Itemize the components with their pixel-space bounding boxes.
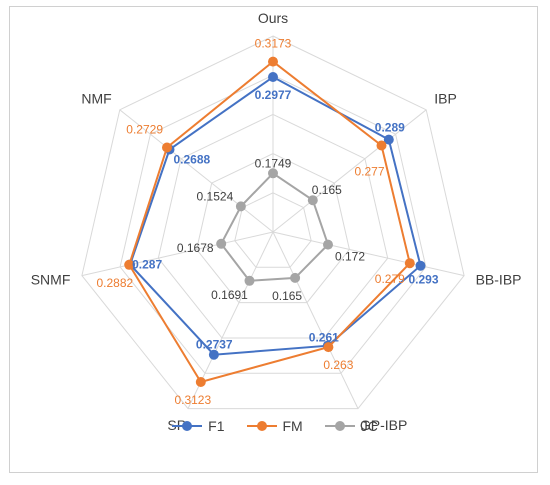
radar-spokes [81, 36, 465, 409]
data-label-jc-bb-ibp: 0.172 [335, 250, 365, 264]
data-label-jc-nmf: 0.1524 [197, 189, 234, 203]
axis-labels: Ours IBP BB-IBP GP-IBP SP SNMF NMF [31, 10, 522, 433]
point-jc-nmf [235, 201, 246, 212]
point-jc-ours [268, 168, 278, 179]
legend-item-fm: FM [246, 418, 303, 434]
legend: F1 FM JC [0, 414, 550, 438]
legend-label-f1: F1 [208, 418, 225, 434]
axis-label-nmf: NMF [81, 91, 111, 107]
data-label-fm-bb-ibp: 0.279 [375, 272, 405, 286]
grid-ring [234, 192, 312, 268]
data-label-jc-snmf: 0.1678 [177, 241, 214, 255]
data-label-fm-snmf: 0.2882 [96, 276, 133, 290]
data-label-fm-sp: 0.3123 [174, 393, 211, 407]
point-f1-sp [208, 349, 219, 360]
point-fm-nmf [162, 142, 172, 153]
point-fm-ours [268, 56, 278, 67]
radar-grid [81, 35, 465, 410]
legend-label-fm: FM [282, 418, 303, 434]
grid-ring [119, 74, 427, 374]
spoke-nmf [119, 109, 274, 233]
data-label-f1-ours: 0.2977 [255, 88, 292, 102]
data-label-fm-gp-ibp: 0.263 [323, 358, 353, 372]
point-fm-sp [195, 377, 206, 387]
point-f1-ours [268, 72, 278, 82]
data-label-jc-gp-ibp: 0.165 [272, 289, 302, 303]
spoke-gp-ibp [272, 231, 359, 409]
data-label-f1-ibp: 0.289 [375, 121, 405, 135]
axis-label-sp: SP [167, 417, 186, 433]
series-jc [216, 168, 333, 286]
point-f1-bb-ibp [415, 260, 426, 271]
point-f1-ibp [383, 134, 394, 145]
data-label-jc-ours: 0.1749 [255, 156, 292, 170]
data-label-f1-sp: 0.2737 [196, 338, 233, 352]
point-jc-snmf [216, 238, 227, 249]
point-fm-gp-ibp [323, 342, 334, 353]
point-jc-gp-ibp [290, 272, 301, 283]
series-layer [124, 56, 426, 387]
legend-label-jc: JC [360, 418, 378, 434]
series-fm [124, 56, 415, 387]
legend-item-jc: JC [324, 418, 378, 434]
data-label-fm-ibp: 0.277 [354, 165, 384, 179]
data-label-f1-nmf: 0.2688 [174, 153, 211, 167]
series-line-jc [220, 172, 330, 282]
data-label-fm-ours: 0.3173 [255, 37, 292, 51]
legend-swatch-f1 [172, 420, 203, 432]
axis-label-gp-ibp: GP-IBP [360, 417, 407, 433]
axis-label-bb-ibp: BB-IBP [476, 272, 522, 288]
spoke-ibp [272, 109, 427, 233]
data-label-jc-sp: 0.1691 [211, 288, 248, 302]
series-line-f1 [128, 75, 422, 356]
point-fm-ibp [376, 140, 387, 151]
data-label-fm-nmf: 0.2729 [126, 123, 163, 137]
data-labels: 0.2977 0.289 0.293 0.261 0.2737 0.287 0.2688 0.… [96, 37, 438, 407]
point-jc-sp [244, 275, 255, 286]
data-label-f1-snmf: 0.287 [132, 258, 162, 272]
series-line-fm [128, 60, 411, 384]
data-label-jc-ibp: 0.165 [312, 183, 342, 197]
axis-label-ibp: IBP [434, 91, 457, 107]
legend-item-f1: F1 [172, 418, 225, 434]
grid-ring [196, 153, 350, 304]
spoke-snmf [81, 231, 274, 277]
data-label-f1-bb-ibp: 0.293 [409, 273, 439, 287]
data-label-f1-gp-ibp: 0.261 [309, 331, 339, 345]
axis-label-ours: Ours [258, 10, 288, 26]
grid-ring [81, 35, 465, 410]
axis-label-snmf: SNMF [31, 272, 71, 288]
point-fm-snmf [124, 259, 135, 270]
grid-ring [157, 113, 389, 339]
point-fm-bb-ibp [404, 258, 415, 269]
legend-swatch-fm [246, 420, 277, 432]
point-jc-bb-ibp [323, 239, 333, 250]
spoke-bb-ibp [272, 231, 465, 277]
legend-swatch-jc [324, 420, 355, 432]
point-jc-ibp [307, 195, 318, 206]
